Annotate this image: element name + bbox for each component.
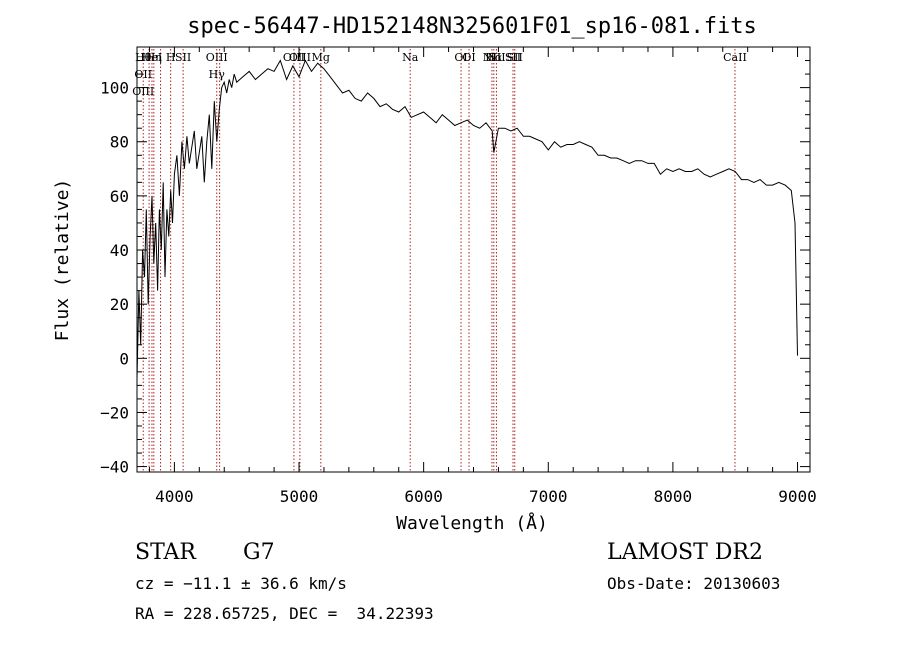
y-tick-label: 40 — [110, 241, 129, 260]
object-class: STAR — [135, 540, 196, 565]
sky-coordinates: RA = 228.65725, DEC = 34.22393 — [135, 604, 434, 623]
line-marker-label: CaII — [723, 51, 747, 64]
y-axis-label: Flux (relative) — [52, 179, 73, 342]
y-tick-label: 80 — [110, 133, 129, 152]
y-tick-label: −20 — [100, 403, 129, 422]
line-marker-label: NII — [487, 51, 505, 64]
line-marker-label: Mg — [312, 51, 330, 64]
redshift-velocity: cz = −11.1 ± 36.6 km/s — [135, 574, 347, 593]
line-marker-label: Hγ — [209, 68, 226, 81]
y-tick-label: 20 — [110, 295, 129, 314]
line-marker-label: Na — [402, 51, 419, 64]
y-tick-label: 100 — [100, 79, 129, 98]
survey-name: LAMOST DR2 — [607, 540, 763, 565]
line-marker-label: OIII — [132, 85, 154, 98]
plot-frame — [136, 46, 811, 473]
object-subclass: G7 — [243, 540, 275, 565]
x-tick-label: 9000 — [778, 487, 817, 506]
x-tick-label: 6000 — [404, 487, 443, 506]
y-tick-label: 60 — [110, 187, 129, 206]
x-axis-ticks: 4000 5000 6000 7000 8000 9000 — [148, 47, 817, 506]
line-marker-label: SII — [175, 51, 191, 64]
x-tick-label: 8000 — [654, 487, 693, 506]
x-tick-label: 4000 — [155, 487, 194, 506]
x-axis-label: Wavelength (Å) — [396, 512, 548, 534]
line-marker-label: Hα — [485, 51, 503, 64]
x-tick-label: 7000 — [529, 487, 568, 506]
line-marker-label: SII — [507, 51, 523, 64]
line-marker-label: OI — [462, 51, 475, 64]
y-tick-label: 0 — [119, 349, 129, 368]
line-marker-label: NII — [483, 51, 501, 64]
line-marker-label: OIII — [289, 51, 311, 64]
observation-date: Obs-Date: 20130603 — [607, 574, 781, 593]
line-marker-label: H — [166, 51, 176, 64]
line-marker-label: HeI — [142, 51, 162, 64]
y-axis-ticks: −40 −20 0 20 40 60 80 100 — [100, 46, 810, 477]
line-marker-label: OII — [134, 68, 152, 81]
line-marker-label: Hη — [146, 51, 162, 64]
line-marker-label: OIII — [206, 51, 228, 64]
chart-title: spec-56447-HD152148N325601F01_sp16-081.f… — [187, 14, 757, 39]
line-marker-label: OI — [454, 51, 467, 64]
line-marker-label: SII — [505, 51, 521, 64]
x-tick-label: 5000 — [280, 487, 319, 506]
spectrum-line — [136, 59, 798, 381]
y-tick-label: −40 — [100, 458, 129, 477]
spectral-line-markers — [142, 49, 736, 472]
